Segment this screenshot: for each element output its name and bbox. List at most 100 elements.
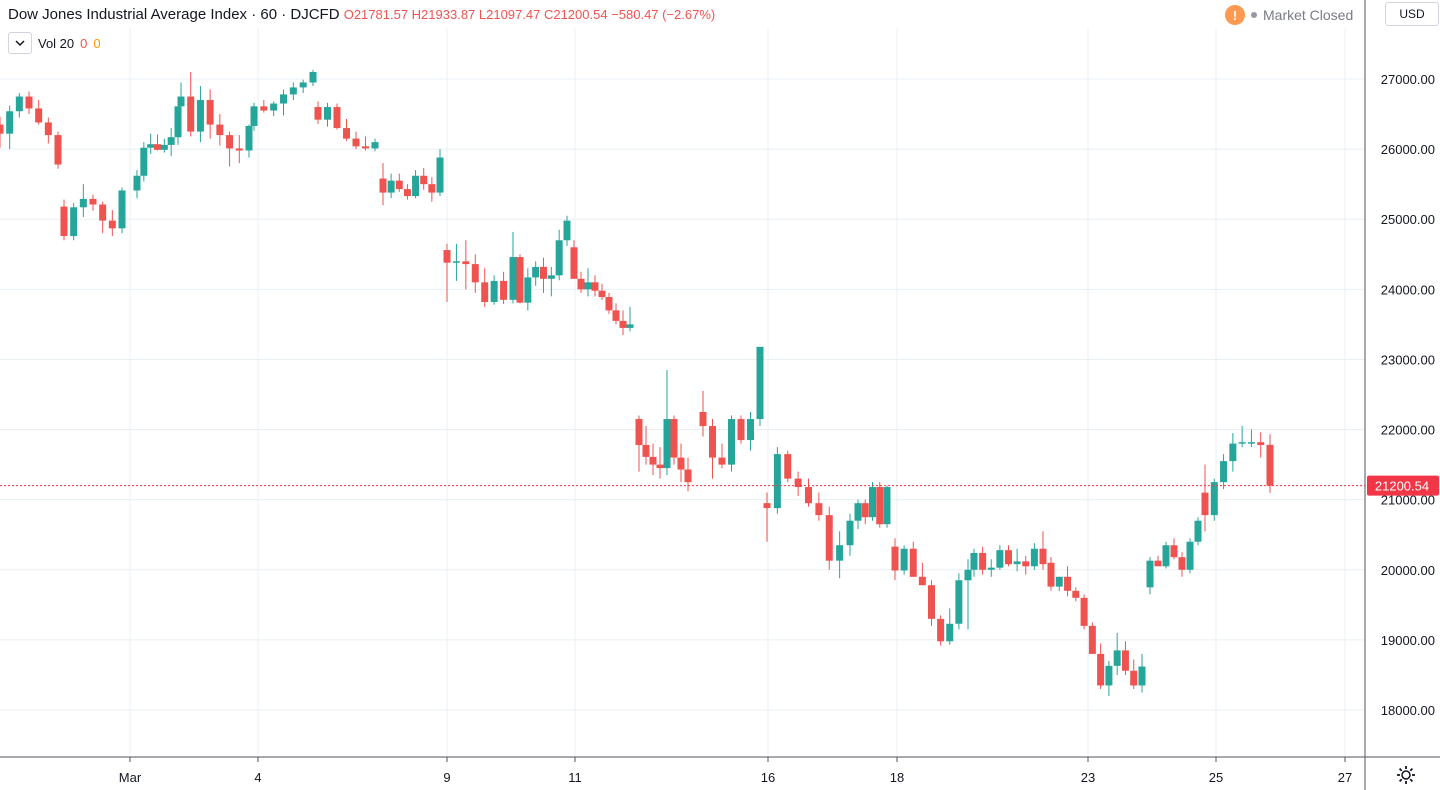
candle[interactable]: [684, 457, 692, 492]
candle[interactable]: [443, 243, 451, 302]
currency-button[interactable]: USD: [1385, 2, 1439, 26]
candle[interactable]: [216, 114, 224, 146]
candle[interactable]: [928, 580, 935, 626]
candle[interactable]: [861, 499, 869, 525]
candle[interactable]: [1022, 555, 1030, 575]
candle[interactable]: [677, 443, 685, 483]
candle[interactable]: [44, 117, 52, 144]
candle[interactable]: [591, 275, 599, 297]
candle[interactable]: [60, 199, 68, 241]
candle[interactable]: [324, 102, 331, 127]
candle[interactable]: [1162, 541, 1170, 569]
candle[interactable]: [1154, 555, 1162, 567]
candle[interactable]: [1170, 538, 1178, 560]
candle[interactable]: [598, 283, 606, 300]
candle[interactable]: [35, 100, 43, 125]
candle[interactable]: [25, 91, 33, 115]
candle[interactable]: [649, 443, 657, 476]
candle[interactable]: [250, 102, 258, 131]
candle[interactable]: [563, 215, 571, 246]
candle[interactable]: [1097, 643, 1105, 689]
candle[interactable]: [160, 138, 168, 153]
candle[interactable]: [1080, 594, 1088, 630]
candle[interactable]: [1146, 557, 1154, 595]
candle[interactable]: [656, 447, 664, 479]
candle[interactable]: [946, 608, 954, 645]
candle[interactable]: [1039, 531, 1047, 570]
candle[interactable]: [718, 443, 726, 469]
candle[interactable]: [1130, 659, 1138, 689]
candle[interactable]: [540, 257, 547, 293]
candle[interactable]: [737, 415, 745, 444]
candle[interactable]: [1186, 538, 1194, 574]
candle[interactable]: [6, 105, 14, 150]
candle[interactable]: [642, 426, 650, 465]
candle[interactable]: [1257, 432, 1265, 458]
candle[interactable]: [663, 369, 671, 476]
candle[interactable]: [577, 271, 585, 293]
candle[interactable]: [387, 173, 395, 199]
candle[interactable]: [532, 261, 540, 286]
candle[interactable]: [555, 229, 563, 281]
candle[interactable]: [147, 133, 155, 155]
candle[interactable]: [979, 546, 987, 575]
candle[interactable]: [371, 138, 379, 152]
candle[interactable]: [196, 86, 204, 143]
candle[interactable]: [891, 538, 899, 581]
candle[interactable]: [1121, 641, 1129, 675]
candle[interactable]: [235, 135, 243, 164]
candle[interactable]: [395, 173, 403, 192]
candle[interactable]: [260, 100, 268, 113]
candle[interactable]: [805, 478, 812, 507]
candle[interactable]: [1105, 660, 1113, 696]
candle[interactable]: [471, 254, 479, 293]
candle[interactable]: [500, 271, 508, 305]
candle[interactable]: [167, 128, 175, 157]
candle[interactable]: [670, 415, 678, 465]
candle[interactable]: [1072, 587, 1080, 602]
candle[interactable]: [1178, 552, 1186, 577]
candle[interactable]: [15, 93, 23, 118]
candle[interactable]: [490, 275, 498, 305]
candle[interactable]: [876, 482, 884, 528]
candle[interactable]: [909, 541, 917, 577]
candle[interactable]: [709, 419, 716, 479]
candle[interactable]: [773, 447, 781, 514]
candle[interactable]: [174, 100, 182, 145]
candle[interactable]: [270, 101, 278, 117]
candle[interactable]: [0, 116, 4, 148]
candle[interactable]: [362, 136, 369, 151]
candle[interactable]: [309, 69, 317, 87]
candle[interactable]: [509, 231, 517, 304]
candle[interactable]: [99, 201, 107, 234]
candle[interactable]: [1064, 566, 1072, 597]
candle[interactable]: [699, 390, 707, 437]
candle[interactable]: [1201, 464, 1209, 532]
candle[interactable]: [918, 562, 926, 586]
candle[interactable]: [108, 210, 116, 237]
candle[interactable]: [1138, 653, 1146, 693]
candle[interactable]: [187, 71, 195, 137]
candle[interactable]: [825, 506, 833, 570]
candle[interactable]: [452, 243, 460, 281]
candle[interactable]: [547, 266, 555, 297]
candle[interactable]: [289, 82, 297, 101]
candle[interactable]: [987, 559, 995, 577]
candle[interactable]: [462, 240, 470, 290]
candle[interactable]: [70, 203, 78, 241]
candle[interactable]: [118, 187, 126, 234]
candle[interactable]: [869, 482, 876, 521]
candle[interactable]: [937, 615, 945, 646]
candle[interactable]: [1194, 517, 1202, 546]
candle[interactable]: [1088, 622, 1096, 654]
candle[interactable]: [794, 471, 802, 497]
candle[interactable]: [412, 170, 420, 199]
candle[interactable]: [619, 310, 627, 335]
candle[interactable]: [177, 82, 185, 125]
gear-icon[interactable]: [1394, 763, 1418, 787]
candle[interactable]: [299, 79, 307, 94]
candle[interactable]: [403, 184, 411, 200]
candle[interactable]: [570, 240, 578, 279]
market-status[interactable]: ! Market Closed: [1225, 5, 1353, 25]
